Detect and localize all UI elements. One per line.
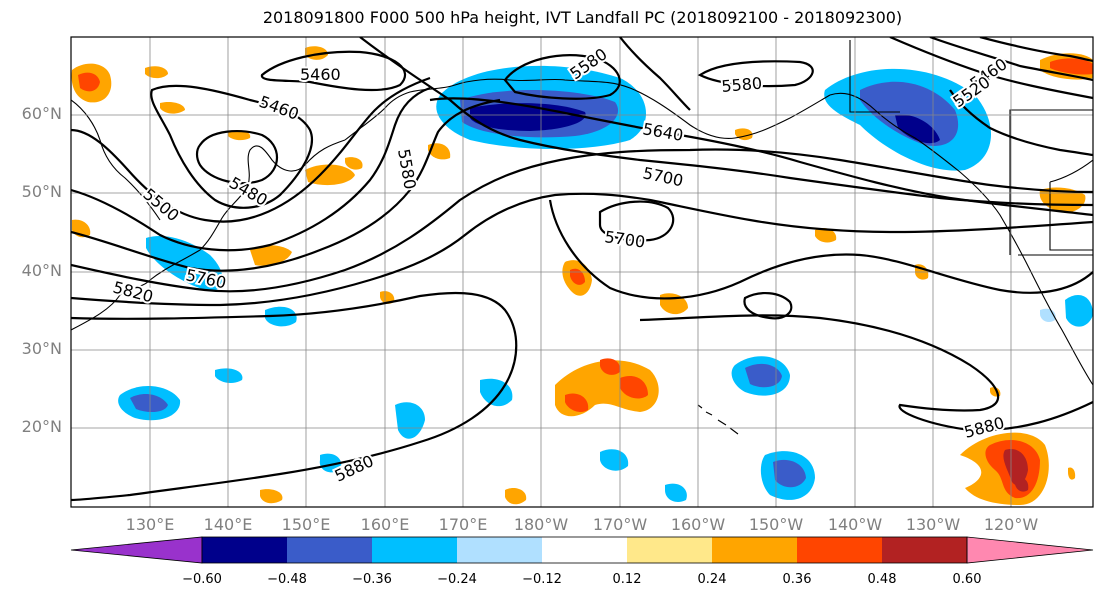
colorbar-high-extend bbox=[966, 536, 1094, 564]
colorbar-tick-label: −0.48 bbox=[267, 572, 307, 587]
ivt-negative-region bbox=[215, 368, 243, 383]
ivt-negative-region bbox=[1065, 295, 1093, 327]
ivt-positive-region bbox=[250, 245, 292, 266]
colorbar-tick-label: 0.48 bbox=[867, 572, 897, 587]
lon-label: 140°W bbox=[827, 515, 883, 534]
ivt-negative-region bbox=[895, 114, 940, 144]
ivt-negative-region bbox=[319, 453, 342, 473]
height-contours bbox=[71, 37, 1093, 502]
ivt-negative-region bbox=[130, 394, 168, 413]
ivt-positive-region bbox=[145, 66, 168, 79]
lat-label: 50°N bbox=[21, 182, 62, 201]
lon-label: 120°W bbox=[983, 515, 1039, 534]
colorbar-segment bbox=[372, 537, 457, 563]
lon-label: 180°W bbox=[513, 515, 569, 534]
lon-label: 130°E bbox=[125, 515, 175, 534]
ivt-positive-region bbox=[600, 358, 621, 375]
colorbar-segment bbox=[542, 537, 627, 563]
colorbar-tick-label: 0.60 bbox=[952, 572, 982, 587]
lon-label: 170°E bbox=[438, 515, 488, 534]
lat-label: 40°N bbox=[21, 261, 62, 280]
ivt-negative-region bbox=[470, 103, 586, 131]
lon-label: 150°W bbox=[748, 515, 804, 534]
colorbar-tick-label: −0.12 bbox=[522, 572, 562, 587]
ivt-positive-region bbox=[305, 164, 355, 186]
ivt-positive-region bbox=[160, 101, 185, 114]
ivt-negative-region bbox=[395, 402, 425, 439]
lat-label: 20°N bbox=[21, 417, 62, 436]
ivt-positive-region bbox=[1003, 449, 1028, 486]
ivt-negative-region bbox=[665, 483, 687, 502]
colorbar-tick-label: −0.36 bbox=[352, 572, 392, 587]
colorbar bbox=[70, 536, 1094, 564]
ivt-positive-region bbox=[565, 393, 589, 413]
contour-label: 5460 bbox=[300, 65, 341, 84]
ivt-positive-region bbox=[1068, 467, 1076, 480]
ivt-positive-region bbox=[505, 488, 527, 505]
contour-label: 5580 bbox=[721, 74, 763, 96]
colorbar-tick-label: −0.60 bbox=[182, 572, 222, 587]
colorbar-segment bbox=[797, 537, 882, 563]
map-frame bbox=[70, 36, 1094, 508]
ivt-positive-region bbox=[815, 228, 837, 243]
lon-label: 140°E bbox=[203, 515, 253, 534]
lat-label: 30°N bbox=[21, 339, 62, 358]
lon-label: 170°W bbox=[592, 515, 648, 534]
ivt-positive-region bbox=[1015, 477, 1029, 492]
lon-label: 150°E bbox=[281, 515, 331, 534]
ivt-positive-region bbox=[620, 375, 648, 399]
lon-label: 160°W bbox=[670, 515, 726, 534]
ivt-positive-region bbox=[570, 268, 585, 285]
ivt-positive-region bbox=[428, 143, 451, 160]
ivt-negative-region bbox=[745, 363, 782, 388]
colorbar-tick-label: 0.36 bbox=[782, 572, 812, 587]
colorbar-tick-label: 0.12 bbox=[612, 572, 642, 587]
ivt-positive-region bbox=[1039, 187, 1086, 213]
colorbar-segment bbox=[627, 537, 712, 563]
lon-label: 160°E bbox=[360, 515, 410, 534]
colorbar-segment bbox=[202, 537, 287, 563]
colorbar-segment bbox=[712, 537, 797, 563]
colorbar-tick-label: −0.24 bbox=[437, 572, 477, 587]
ivt-negative-region bbox=[773, 459, 806, 488]
ivt-positive-region bbox=[228, 130, 251, 141]
colorbar-segment bbox=[457, 537, 542, 563]
ivt-positive-region bbox=[345, 157, 363, 170]
ivt-shading bbox=[71, 46, 1093, 505]
lat-label: 60°N bbox=[21, 104, 62, 123]
ivt-positive-region bbox=[1050, 58, 1093, 75]
colorbar-segment bbox=[882, 537, 967, 563]
ivt-negative-region bbox=[146, 235, 223, 291]
colorbar-tick-label: 0.24 bbox=[697, 572, 727, 587]
coastlines bbox=[71, 40, 1093, 435]
ivt-negative-region bbox=[600, 449, 629, 471]
lon-label: 130°W bbox=[905, 515, 961, 534]
colorbar-segment bbox=[287, 537, 372, 563]
colorbar-low-extend bbox=[70, 536, 203, 564]
map-title: 2018091800 F000 500 hPa height, IVT Land… bbox=[262, 8, 903, 27]
ivt-positive-region bbox=[260, 489, 283, 504]
ivt-positive-region bbox=[78, 72, 100, 92]
ivt-positive-region bbox=[380, 291, 395, 304]
